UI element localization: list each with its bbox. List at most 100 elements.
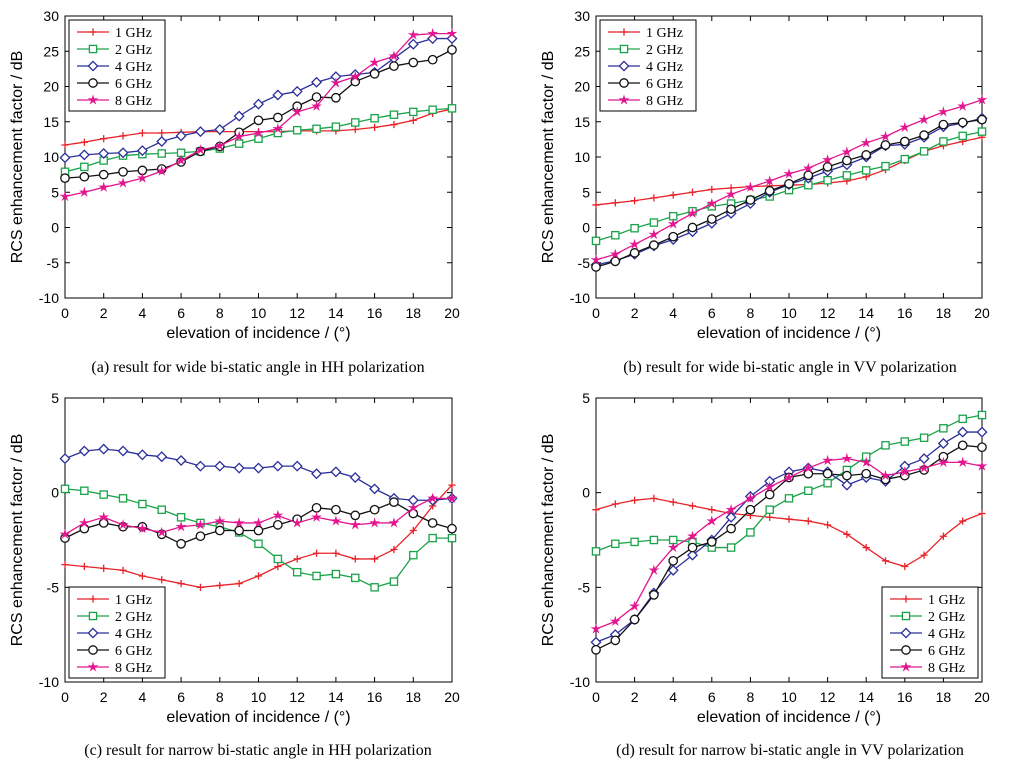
chart-c-point-2-ghz <box>138 499 147 509</box>
chart-d-x-tick-label: 6 <box>708 689 716 705</box>
chart-a-point-4-ghz <box>194 126 206 138</box>
chart-c-point-8-ghz <box>369 517 380 528</box>
chart-a-point-4-ghz <box>156 135 168 148</box>
chart-a-point-4-ghz <box>233 110 245 122</box>
chart-b-point-6-ghz <box>687 222 698 233</box>
chart-d-point-4-ghz <box>937 437 949 449</box>
chart-c-point-4-ghz <box>272 460 284 472</box>
chart-c-point-6-ghz <box>176 538 186 549</box>
chart-d-y-tick-label: 5 <box>582 390 590 406</box>
chart-d-legend-marker-6-ghz <box>901 645 911 655</box>
chart-d-point-4-ghz <box>976 426 988 438</box>
chart-a-point-2-ghz <box>447 104 457 113</box>
chart-c-point-6-ghz <box>350 510 361 521</box>
chart-d-x-tick-label: 4 <box>669 689 677 705</box>
chart-d-y-tick-label: -5 <box>578 579 591 595</box>
chart-d-point-6-ghz <box>649 590 659 600</box>
chart-d-point-6-ghz <box>822 468 833 479</box>
chart-d-point-8-ghz <box>802 462 814 473</box>
chart-a-x-tick-label: 18 <box>406 305 422 321</box>
chart-c-x-tick-label: 4 <box>139 689 147 705</box>
chart-d-x-axis-label: elevation of incidence / (°) <box>697 709 881 726</box>
chart-a-point-8-ghz <box>233 130 245 142</box>
chart-c-point-4-ghz <box>78 445 90 457</box>
chart-b-x-tick-label: 10 <box>781 305 797 321</box>
chart-d-point-2-ghz <box>823 478 832 488</box>
chart-c-point-8-ghz <box>407 502 419 513</box>
chart-d-point-6-ghz <box>668 555 679 566</box>
chart-a-x-tick-label: 8 <box>216 305 224 321</box>
chart-b-point-6-ghz <box>957 117 968 128</box>
chart-d-point-2-ghz <box>900 437 910 446</box>
chart-d-x-tick-label: 12 <box>820 689 836 705</box>
chart-a-point-6-ghz <box>331 92 341 103</box>
chart-d-point-8-ghz <box>822 454 833 466</box>
chart-d-point-8-ghz <box>745 492 756 503</box>
chart-c-point-1-ghz <box>119 566 127 574</box>
chart-d-point-2-ghz <box>804 486 813 496</box>
chart-b-point-2-ghz <box>861 166 871 175</box>
chart-b-legend-label-6-ghz: 6 GHz <box>646 77 683 92</box>
chart-d-point-1-ghz <box>650 494 658 502</box>
chart-c-point-4-ghz <box>59 453 71 465</box>
chart-d-point-8-ghz <box>783 471 795 483</box>
chart-c-point-8-ghz <box>388 517 400 528</box>
chart-b-x-tick-label: 12 <box>820 305 836 321</box>
chart-c-point-8-ghz <box>272 509 284 520</box>
chart-c-point-1-ghz <box>448 481 456 489</box>
chart-d-point-8-ghz <box>957 456 969 467</box>
chart-a-x-tick-label: 2 <box>100 305 108 321</box>
chart-a-point-8-ghz <box>214 140 226 151</box>
chart-c-point-2-ghz <box>428 533 437 543</box>
chart-a-y-axis-label: RCS enhancement factor / dB <box>9 51 26 264</box>
chart-b-point-8-ghz <box>976 94 988 105</box>
chart-b-legend-marker-8-ghz <box>618 94 630 105</box>
chart-c-point-4-ghz <box>330 466 342 478</box>
chart-b-point-8-ghz <box>706 197 718 209</box>
chart-a-point-8-ghz <box>156 165 168 176</box>
chart-c-point-8-ghz <box>291 517 303 528</box>
chart-a-point-6-ghz <box>311 92 322 102</box>
chart-a-point-8-ghz <box>427 27 439 39</box>
chart-a-point-2-ghz <box>389 110 399 119</box>
chart-a-y-tick-label: 10 <box>43 149 59 165</box>
chart-a-point-2-ghz <box>428 105 437 115</box>
chart-b-x-tick-label: 2 <box>631 305 639 321</box>
chart-b-point-6-ghz <box>880 140 891 150</box>
chart-b-point-6-ghz <box>938 119 949 130</box>
chart-a-point-8-ghz <box>98 181 110 192</box>
chart-a-point-8-ghz <box>117 177 129 188</box>
chart-d-point-8-ghz <box>706 515 718 526</box>
chart-d-point-1-ghz <box>824 521 832 529</box>
chart-d-legend-marker-4-ghz <box>900 627 912 639</box>
chart-b-point-6-ghz <box>764 185 775 196</box>
chart-c-series-8-ghz <box>59 492 458 539</box>
chart-a-y-tick-label: 25 <box>43 43 59 59</box>
chart-c-x-tick-label: 14 <box>328 689 344 705</box>
chart-d-point-1-ghz <box>708 506 716 514</box>
chart-d-point-6-ghz <box>745 504 756 515</box>
chart-b-point-6-ghz <box>610 256 621 267</box>
chart-b-point-2-ghz <box>842 171 852 180</box>
chart-d-point-8-ghz <box>687 530 698 541</box>
chart-a-point-2-ghz <box>409 107 418 117</box>
chart-a-point-6-ghz <box>253 115 264 126</box>
chart-c-point-1-ghz <box>390 545 398 554</box>
chart-d-point-1-ghz <box>881 557 890 565</box>
chart-c-point-6-ghz <box>272 520 283 530</box>
chart-b-x-tick-label: 8 <box>747 305 755 321</box>
chart-a-series-8-ghz <box>59 27 458 202</box>
chart-a-legend: 1 GHz 2 GHz 4 GHz 6 GHz 8 GHz <box>68 19 166 112</box>
chart-c-point-8-ghz <box>156 526 168 538</box>
chart-d-point-8-ghz <box>841 452 853 464</box>
chart-c-point-4-ghz <box>156 451 168 463</box>
chart-c-point-4-ghz <box>291 460 303 472</box>
chart-b-x-tick-label: 16 <box>897 305 913 321</box>
chart-a-y-tick-label: -5 <box>47 255 60 271</box>
chart-d-point-6-ghz <box>842 470 852 481</box>
chart-a-x-tick-label: 6 <box>177 305 185 321</box>
chart-b-point-8-ghz <box>860 137 872 148</box>
chart-c-point-4-ghz <box>349 472 361 484</box>
chart-d-series-1-ghz <box>592 494 986 571</box>
chart-a-caption: (a) result for wide bi-static angle in H… <box>91 359 424 376</box>
